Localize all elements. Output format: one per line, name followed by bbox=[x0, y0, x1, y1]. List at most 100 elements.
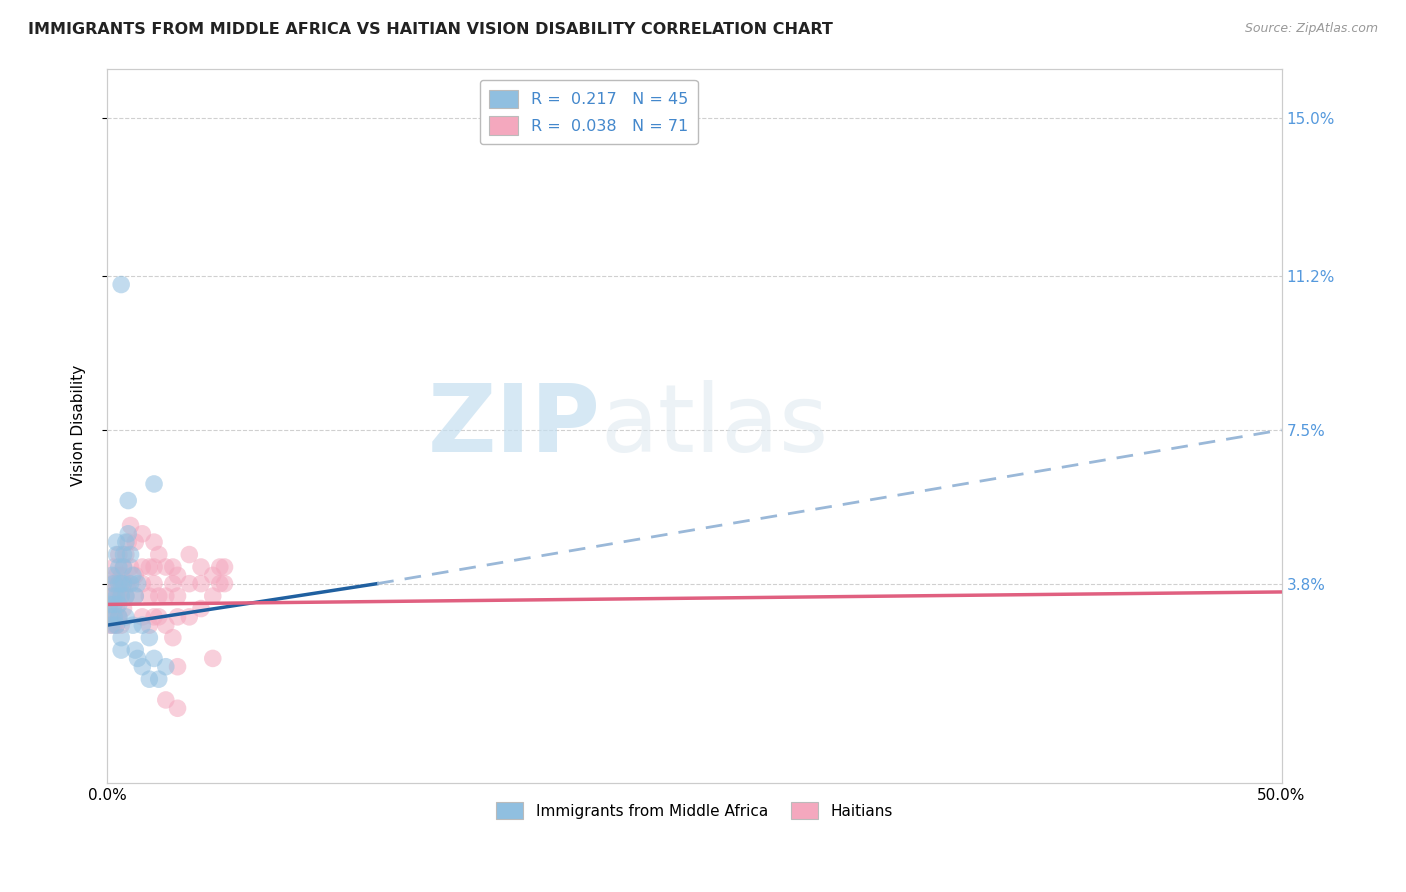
Point bbox=[115, 535, 138, 549]
Point bbox=[112, 548, 135, 562]
Point bbox=[105, 618, 128, 632]
Point bbox=[190, 576, 212, 591]
Legend: Immigrants from Middle Africa, Haitians: Immigrants from Middle Africa, Haitians bbox=[489, 796, 898, 825]
Point bbox=[108, 610, 131, 624]
Text: Source: ZipAtlas.com: Source: ZipAtlas.com bbox=[1244, 22, 1378, 36]
Point bbox=[120, 576, 142, 591]
Point bbox=[115, 610, 138, 624]
Text: atlas: atlas bbox=[600, 380, 828, 472]
Point bbox=[124, 589, 146, 603]
Point bbox=[179, 548, 201, 562]
Point bbox=[100, 610, 122, 624]
Point bbox=[148, 610, 170, 624]
Point bbox=[131, 576, 153, 591]
Point bbox=[100, 576, 122, 591]
Point bbox=[105, 535, 128, 549]
Point bbox=[124, 535, 146, 549]
Point bbox=[120, 560, 142, 574]
Point bbox=[112, 576, 135, 591]
Point bbox=[98, 598, 121, 612]
Point bbox=[143, 576, 166, 591]
Point bbox=[166, 589, 188, 603]
Point bbox=[115, 589, 138, 603]
Point bbox=[110, 277, 132, 292]
Point bbox=[115, 576, 138, 591]
Point bbox=[103, 560, 125, 574]
Point bbox=[117, 493, 139, 508]
Point bbox=[131, 618, 153, 632]
Point bbox=[201, 651, 224, 665]
Point bbox=[103, 576, 125, 591]
Point bbox=[143, 560, 166, 574]
Point bbox=[110, 618, 132, 632]
Point bbox=[166, 659, 188, 673]
Point bbox=[179, 576, 201, 591]
Point bbox=[179, 610, 201, 624]
Point bbox=[110, 576, 132, 591]
Point bbox=[162, 631, 184, 645]
Point bbox=[115, 548, 138, 562]
Point bbox=[155, 693, 177, 707]
Point bbox=[162, 576, 184, 591]
Point bbox=[208, 560, 231, 574]
Point bbox=[108, 548, 131, 562]
Point bbox=[138, 631, 160, 645]
Point bbox=[103, 589, 125, 603]
Point bbox=[131, 610, 153, 624]
Point bbox=[112, 560, 135, 574]
Point bbox=[190, 601, 212, 615]
Point bbox=[162, 560, 184, 574]
Point bbox=[105, 548, 128, 562]
Point bbox=[124, 589, 146, 603]
Point bbox=[120, 518, 142, 533]
Point bbox=[138, 618, 160, 632]
Point bbox=[105, 589, 128, 603]
Point bbox=[148, 672, 170, 686]
Point bbox=[98, 618, 121, 632]
Point bbox=[143, 477, 166, 491]
Text: ZIP: ZIP bbox=[427, 380, 600, 472]
Point bbox=[105, 601, 128, 615]
Point bbox=[108, 576, 131, 591]
Point bbox=[103, 598, 125, 612]
Point bbox=[108, 598, 131, 612]
Point bbox=[131, 659, 153, 673]
Point bbox=[201, 589, 224, 603]
Point bbox=[122, 618, 145, 632]
Point bbox=[166, 568, 188, 582]
Point bbox=[110, 568, 132, 582]
Point bbox=[143, 535, 166, 549]
Point bbox=[155, 589, 177, 603]
Text: IMMIGRANTS FROM MIDDLE AFRICA VS HAITIAN VISION DISABILITY CORRELATION CHART: IMMIGRANTS FROM MIDDLE AFRICA VS HAITIAN… bbox=[28, 22, 832, 37]
Point bbox=[105, 576, 128, 591]
Point bbox=[143, 651, 166, 665]
Point bbox=[117, 526, 139, 541]
Point bbox=[110, 589, 132, 603]
Point bbox=[214, 560, 236, 574]
Point bbox=[98, 610, 121, 624]
Point bbox=[127, 576, 149, 591]
Point bbox=[103, 610, 125, 624]
Point bbox=[112, 560, 135, 574]
Point bbox=[201, 568, 224, 582]
Point bbox=[117, 576, 139, 591]
Point bbox=[127, 651, 149, 665]
Point bbox=[117, 535, 139, 549]
Point bbox=[166, 610, 188, 624]
Point bbox=[110, 589, 132, 603]
Point bbox=[148, 589, 170, 603]
Point bbox=[208, 576, 231, 591]
Point bbox=[105, 568, 128, 582]
Point bbox=[108, 560, 131, 574]
Point bbox=[122, 568, 145, 582]
Point bbox=[143, 610, 166, 624]
Point bbox=[100, 589, 122, 603]
Point bbox=[115, 589, 138, 603]
Point bbox=[108, 610, 131, 624]
Point bbox=[155, 618, 177, 632]
Y-axis label: Vision Disability: Vision Disability bbox=[72, 365, 86, 486]
Point bbox=[103, 618, 125, 632]
Point bbox=[131, 526, 153, 541]
Point bbox=[124, 568, 146, 582]
Point bbox=[124, 643, 146, 657]
